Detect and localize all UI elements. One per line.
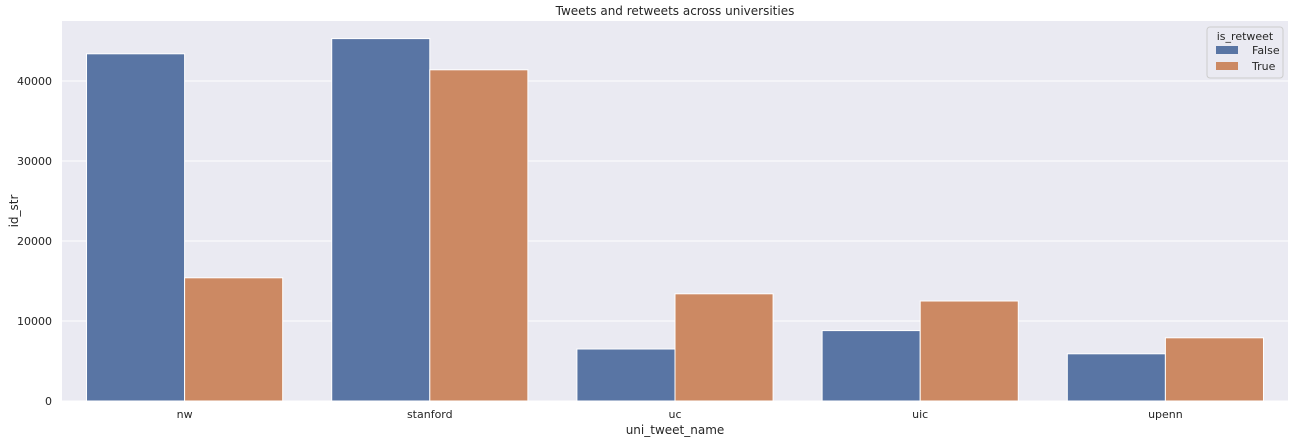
bar-upenn-false	[1066, 353, 1166, 402]
x-tick-label: stanford	[407, 408, 453, 421]
bar-stanford-false	[331, 38, 431, 402]
x-tick-label: uic	[912, 408, 928, 421]
y-tick-label: 40000	[17, 75, 52, 88]
y-tick-label: 10000	[17, 315, 52, 328]
y-tick-label: 20000	[17, 235, 52, 248]
x-tick-label: uc	[668, 408, 681, 421]
bar-nw-false	[86, 53, 186, 402]
bar-nw-true	[184, 277, 284, 402]
chart-title: Tweets and retweets across universities	[555, 4, 795, 18]
legend-label-true: True	[1251, 60, 1276, 73]
bar-uic-true	[919, 300, 1019, 402]
bar-uc-true	[674, 293, 774, 402]
legend-swatch-false	[1216, 46, 1238, 54]
bars	[86, 38, 1264, 402]
bar-upenn-true	[1164, 337, 1264, 402]
legend-swatch-true	[1216, 62, 1238, 70]
y-tick-label: 0	[45, 395, 52, 408]
y-tick-label: 30000	[17, 155, 52, 168]
y-axis-ticks: 0 10000 20000 30000 40000	[17, 75, 52, 408]
bar-uc-false	[576, 348, 676, 402]
bar-uic-false	[821, 330, 921, 402]
y-axis-label: id_str	[7, 195, 21, 228]
bar-stanford-true	[429, 69, 529, 402]
legend-title: is_retweet	[1217, 30, 1274, 43]
x-tick-label: nw	[177, 408, 193, 421]
x-axis-ticks: nw stanford uc uic upenn	[177, 408, 1183, 421]
legend: is_retweet False True	[1206, 26, 1284, 79]
x-axis-label: uni_tweet_name	[626, 423, 725, 437]
legend-label-false: False	[1252, 44, 1280, 57]
x-tick-label: upenn	[1148, 408, 1183, 421]
